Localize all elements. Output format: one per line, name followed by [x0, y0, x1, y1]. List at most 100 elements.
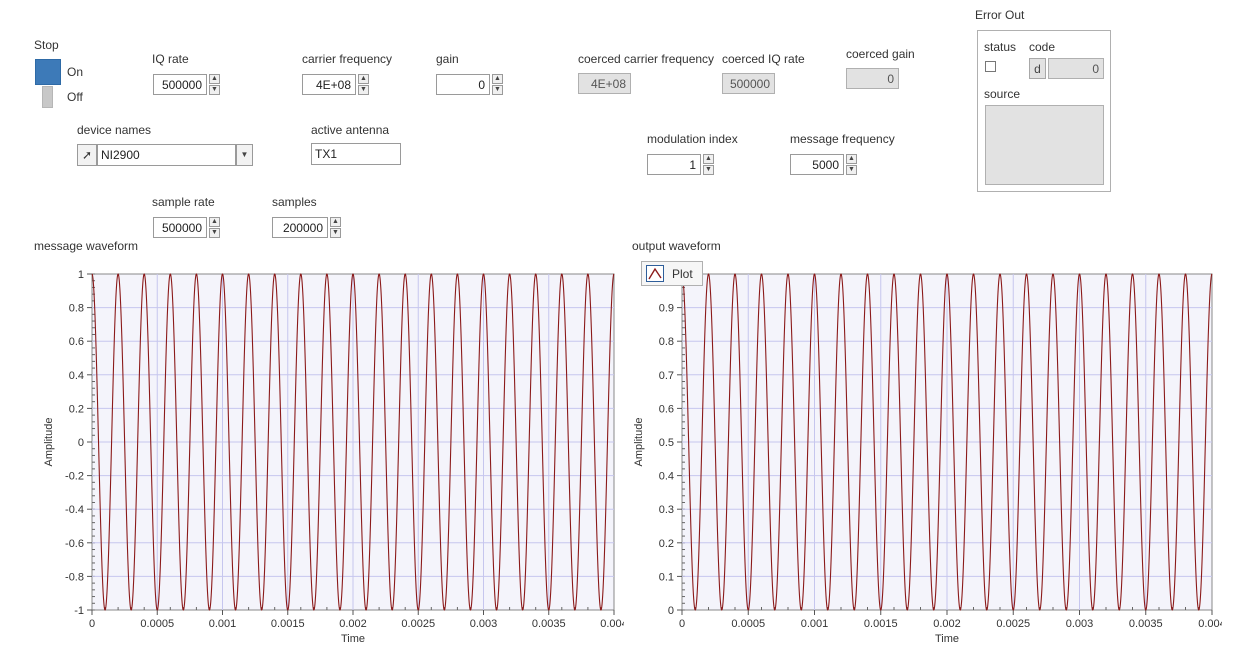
- stop-label: Stop: [34, 38, 59, 52]
- sample-rate-stepper[interactable]: ▲ ▼: [209, 217, 220, 238]
- samples-stepper[interactable]: ▲ ▼: [330, 217, 341, 238]
- increment-arrow-icon[interactable]: ▲: [209, 217, 220, 227]
- x-axis-label: Time: [341, 633, 365, 645]
- output-waveform-title: output waveform: [632, 239, 721, 253]
- x-tick-label: 0.0015: [271, 618, 305, 630]
- modulation-index-label: modulation index: [647, 132, 738, 146]
- plot-line-icon: [646, 265, 664, 282]
- coerced-gain-label: coerced gain: [846, 47, 915, 61]
- y-tick-label: 0.2: [659, 538, 674, 550]
- stop-switch-off[interactable]: [42, 86, 53, 108]
- message-waveform-chart: 0 0.0005 0.001 0.0015 0.002 0.0025 0.003 0.0035…: [34, 262, 624, 654]
- device-names-field[interactable]: NI2900: [97, 144, 236, 166]
- iq-rate-label: IQ rate: [152, 52, 189, 66]
- series-line: [91, 273, 615, 611]
- decrement-arrow-icon[interactable]: ▼: [209, 85, 220, 95]
- error-out-title: Error Out: [975, 8, 1025, 22]
- error-status-label: status: [984, 40, 1017, 54]
- message-frequency-label: message frequency: [790, 132, 895, 146]
- y-tick-label: 0.4: [659, 471, 674, 483]
- y-tick-label: 0.5: [659, 437, 674, 449]
- y-tick-label: 0: [668, 605, 674, 617]
- sample-rate-input[interactable]: 500000: [153, 217, 207, 238]
- x-tick-label: 0.001: [801, 618, 829, 630]
- x-tick-label: 0.001: [209, 618, 237, 630]
- error-code-indicator: 0: [1048, 58, 1104, 79]
- coerced-iq-rate-indicator: 500000: [722, 73, 775, 94]
- y-tick-label: 0.4: [69, 370, 84, 382]
- active-antenna-field[interactable]: TX1: [311, 143, 401, 165]
- carrier-frequency-stepper[interactable]: ▲ ▼: [358, 74, 369, 95]
- x-tick-label: 0.0005: [140, 618, 174, 630]
- x-tick-label: 0.0025: [996, 618, 1030, 630]
- coerced-gain-indicator: 0: [846, 68, 899, 89]
- series-line: [681, 273, 1213, 611]
- decrement-arrow-icon[interactable]: ▼: [209, 228, 220, 238]
- y-tick-label: 0.8: [69, 303, 84, 315]
- y-tick-label: 0.7: [659, 370, 674, 382]
- y-tick-label: 0.3: [659, 504, 674, 516]
- message-frequency-input[interactable]: 5000: [790, 154, 844, 175]
- modulation-index-input[interactable]: 1: [647, 154, 701, 175]
- increment-arrow-icon[interactable]: ▲: [846, 154, 857, 164]
- decrement-arrow-icon[interactable]: ▼: [846, 165, 857, 175]
- error-code-radix[interactable]: d: [1029, 58, 1046, 79]
- increment-arrow-icon[interactable]: ▲: [209, 74, 220, 84]
- x-tick-label: 0.002: [339, 618, 367, 630]
- message-frequency-stepper[interactable]: ▲ ▼: [846, 154, 857, 175]
- y-tick-label: -0.6: [65, 538, 84, 550]
- x-tick-label: 0.0005: [731, 618, 765, 630]
- coerced-iq-rate-label: coerced IQ rate: [722, 52, 805, 66]
- coerced-carrier-frequency-label: coerced carrier frequency: [578, 52, 715, 66]
- increment-arrow-icon[interactable]: ▲: [492, 74, 503, 84]
- stop-on-label: On: [67, 65, 84, 79]
- plot-legend[interactable]: Plot: [641, 261, 703, 286]
- samples-input[interactable]: 200000: [272, 217, 328, 238]
- gain-label: gain: [436, 52, 459, 66]
- sample-rate-label: sample rate: [152, 195, 215, 209]
- error-source-field: [985, 105, 1104, 185]
- x-tick-label: 0: [89, 618, 95, 630]
- dropdown-arrow-icon[interactable]: ▼: [236, 144, 253, 166]
- output-waveform-svg: 0 0.0005 0.001 0.0015 0.002 0.0025 0.003 0.0035…: [633, 273, 1222, 645]
- x-tick-label: 0.003: [470, 618, 498, 630]
- x-tick-label: 0.002: [933, 618, 961, 630]
- increment-arrow-icon[interactable]: ▲: [330, 217, 341, 227]
- decrement-arrow-icon[interactable]: ▼: [330, 228, 341, 238]
- y-tick-label: 0.2: [69, 403, 84, 415]
- x-tick-label: 0.004: [1198, 618, 1222, 630]
- gain-input[interactable]: 0: [436, 74, 490, 95]
- error-status-checkbox[interactable]: [985, 61, 996, 72]
- y-tick-label: -0.8: [65, 571, 84, 583]
- increment-arrow-icon[interactable]: ▲: [358, 74, 369, 84]
- x-tick-label: 0.0015: [864, 618, 898, 630]
- iq-rate-input[interactable]: 500000: [153, 74, 207, 95]
- samples-label: samples: [272, 195, 317, 209]
- x-tick-label: 0.0025: [401, 618, 435, 630]
- decrement-arrow-icon[interactable]: ▼: [703, 165, 714, 175]
- coerced-carrier-frequency-indicator: 4E+08: [578, 73, 631, 94]
- decrement-arrow-icon[interactable]: ▼: [358, 85, 369, 95]
- increment-arrow-icon[interactable]: ▲: [703, 154, 714, 164]
- decrement-arrow-icon[interactable]: ▼: [492, 85, 503, 95]
- error-code-label: code: [1029, 40, 1056, 54]
- stop-switch-on[interactable]: [35, 59, 61, 85]
- message-waveform-title: message waveform: [34, 239, 139, 253]
- y-tick-label: 1: [78, 269, 84, 281]
- y-tick-label: -1: [74, 605, 84, 617]
- message-waveform-svg: 0 0.0005 0.001 0.0015 0.002 0.0025 0.003 0.0035…: [43, 269, 624, 645]
- y-tick-label: 0: [78, 437, 84, 449]
- carrier-frequency-input[interactable]: 4E+08: [302, 74, 356, 95]
- stop-off-label: Off: [67, 90, 83, 104]
- y-tick-label: 0.6: [659, 403, 674, 415]
- iq-rate-stepper[interactable]: ▲ ▼: [209, 74, 220, 95]
- x-tick-label: 0.0035: [1129, 618, 1163, 630]
- modulation-index-stepper[interactable]: ▲ ▼: [703, 154, 714, 175]
- y-tick-label: -0.2: [65, 471, 84, 483]
- x-tick-label: 0.0035: [532, 618, 566, 630]
- y-tick-label: 0.6: [69, 336, 84, 348]
- gain-stepper[interactable]: ▲ ▼: [492, 74, 503, 95]
- browse-arrow-icon[interactable]: ➚: [77, 144, 97, 166]
- output-waveform-chart: 0 0.0005 0.001 0.0015 0.002 0.0025 0.003 0.0035…: [632, 262, 1222, 654]
- x-tick-label: 0.003: [1066, 618, 1094, 630]
